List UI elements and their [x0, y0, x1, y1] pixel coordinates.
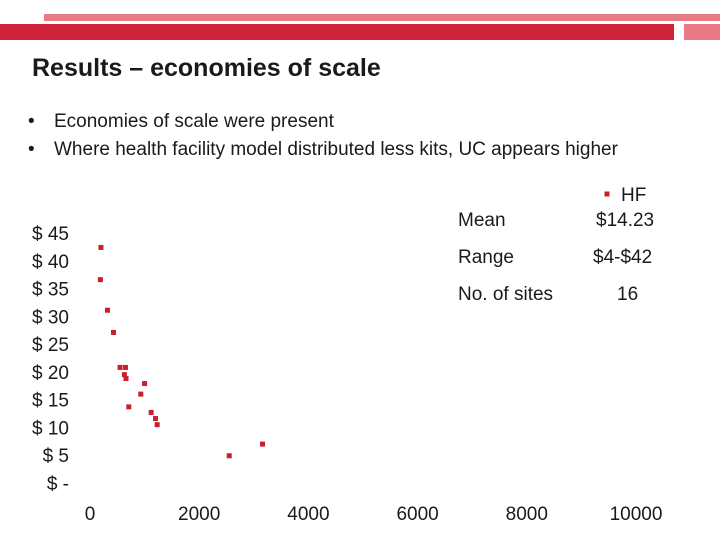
y-tick-label: $ 30 — [32, 307, 69, 328]
data-point — [154, 422, 160, 428]
data-point — [138, 391, 144, 397]
legend-marker — [604, 191, 610, 197]
data-point — [117, 364, 123, 370]
data-point — [122, 364, 128, 370]
x-tick-label: 6000 — [396, 504, 438, 525]
data-point — [98, 244, 104, 250]
legend-label: HF — [621, 185, 646, 206]
bullet-dot-icon: • — [28, 111, 35, 132]
data-point — [148, 409, 154, 415]
y-tick-label: $ 20 — [32, 363, 69, 384]
bullet-text: Economies of scale were present — [54, 111, 334, 132]
data-point — [110, 329, 116, 335]
y-tick-label: $ 35 — [32, 280, 69, 301]
data-point — [153, 416, 159, 422]
bullet-list: • Economies of scale were present • Where … — [28, 108, 668, 164]
x-tick-label: 10000 — [610, 504, 663, 525]
header-accent-stripe-thin — [44, 14, 720, 21]
x-tick-label: 8000 — [506, 504, 548, 525]
y-tick-label: $ 15 — [32, 391, 69, 412]
y-tick-label: $ 45 — [32, 224, 69, 245]
y-tick-label: $ 25 — [32, 335, 69, 356]
data-point — [226, 453, 232, 459]
data-point — [97, 277, 103, 283]
data-point — [121, 372, 127, 378]
bullet-item: • Economies of scale were present — [28, 108, 668, 136]
header-accent-stripe — [0, 24, 674, 40]
y-tick-label: $ 40 — [32, 252, 69, 273]
data-point — [126, 404, 132, 410]
y-tick-label: $ 10 — [32, 418, 69, 439]
slide-title: Results – economies of scale — [32, 54, 381, 82]
bullet-dot-icon: • — [28, 139, 35, 160]
header-accent-stripe-end — [684, 24, 720, 40]
data-point — [123, 376, 129, 382]
data-point — [260, 441, 266, 447]
x-tick-label: 0 — [85, 504, 96, 525]
data-point — [142, 381, 148, 387]
bullet-text: Where health facility model distributed … — [54, 139, 618, 160]
x-tick-label: 4000 — [287, 504, 329, 525]
y-tick-label: $ - — [47, 474, 69, 495]
y-tick-label: $ 5 — [43, 446, 69, 467]
x-tick-label: 2000 — [178, 504, 220, 525]
data-point — [104, 307, 110, 313]
bullet-item: • Where health facility model distributed… — [28, 136, 668, 164]
